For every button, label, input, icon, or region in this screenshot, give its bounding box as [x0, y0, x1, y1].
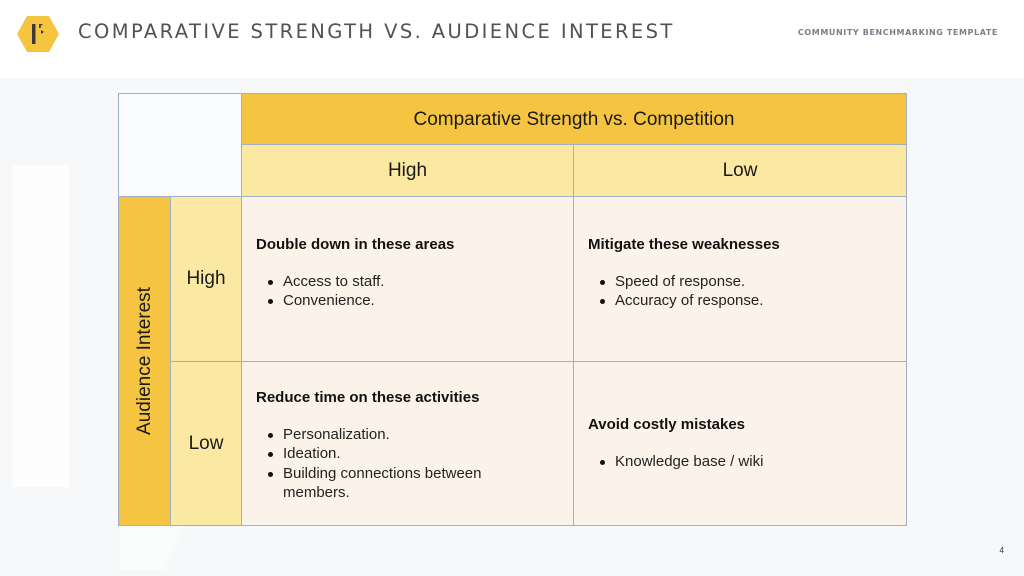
quadrant-title: Mitigate these weaknesses — [588, 235, 780, 253]
list-item: Knowledge base / wiki — [600, 452, 892, 472]
list-item: Speed of response. — [600, 272, 892, 292]
quadrant-list: Access to staff. Convenience. — [256, 272, 559, 311]
list-item: Convenience. — [268, 291, 559, 311]
logo-hexagon-icon — [17, 16, 59, 52]
quadrant-reduce-time: Reduce time on these activities Personal… — [241, 361, 574, 526]
quadrant-list: Knowledge base / wiki — [588, 452, 892, 472]
column-header-high: High — [241, 144, 574, 197]
quadrant-title: Double down in these areas — [256, 235, 455, 253]
row-header-high: High — [170, 196, 242, 362]
row-axis-label: Audience Interest — [133, 287, 155, 435]
background-decoration — [12, 165, 69, 487]
column-header-low: Low — [573, 144, 907, 197]
strength-interest-matrix: Comparative Strength vs. Competition Hig… — [118, 93, 907, 526]
column-axis-header: Comparative Strength vs. Competition — [241, 93, 907, 145]
list-item: Access to staff. — [268, 272, 559, 292]
template-label: COMMUNITY BENCHMARKING TEMPLATE — [797, 28, 998, 37]
list-item: Building connections between members. — [268, 464, 499, 503]
quadrant-mitigate: Mitigate these weaknesses Speed of respo… — [573, 196, 907, 362]
list-item: Ideation. — [268, 444, 499, 464]
list-item: Accuracy of response. — [600, 291, 892, 311]
quadrant-title: Avoid costly mistakes — [588, 415, 746, 433]
list-item: Personalization. — [268, 425, 499, 445]
quadrant-avoid-mistakes: Avoid costly mistakes Knowledge base / w… — [573, 361, 907, 526]
slide-header: COMPARATIVE STRENGTH VS. AUDIENCE INTERE… — [0, 0, 1024, 78]
row-axis-header: Audience Interest — [118, 196, 171, 526]
page-number: 4 — [999, 546, 1004, 555]
row-header-low: Low — [170, 361, 242, 526]
page-title: COMPARATIVE STRENGTH VS. AUDIENCE INTERE… — [78, 20, 675, 43]
matrix-corner — [118, 93, 242, 197]
quadrant-double-down: Double down in these areas Access to sta… — [241, 196, 574, 362]
quadrant-title: Reduce time on these activities — [256, 388, 480, 406]
quadrant-list: Personalization. Ideation. Building conn… — [256, 425, 559, 503]
quadrant-list: Speed of response. Accuracy of response. — [588, 272, 892, 311]
